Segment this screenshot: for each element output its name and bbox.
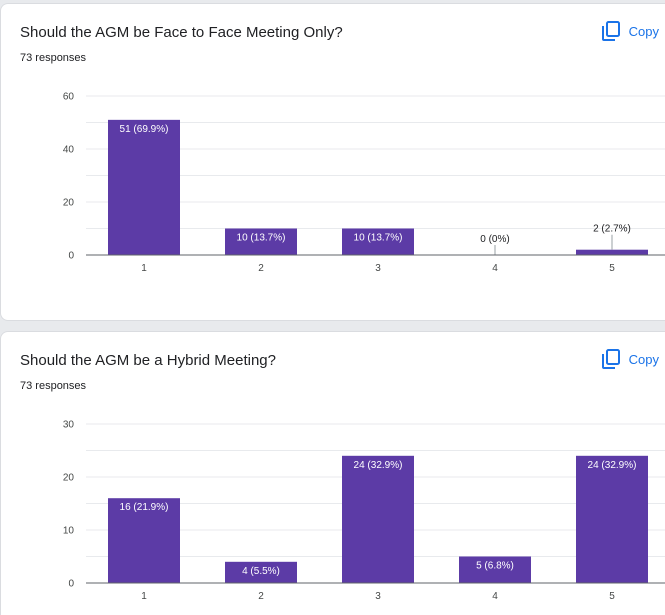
x-tick-label: 3	[375, 591, 381, 602]
data-label: 51 (69.9%)	[120, 124, 169, 135]
bar-chart-2: 0 10 20 30 16 (21.9%) 1 4 (5.5%) 2 24 (32.9%) 3 5 …	[63, 420, 665, 602]
question-title: Should the AGM be Face to Face Meeting O…	[20, 24, 343, 41]
bar	[108, 119, 180, 255]
copy-icon	[601, 349, 620, 369]
bar	[342, 228, 414, 255]
data-label: 24 (32.9%)	[354, 460, 403, 471]
y-tick-label: 20	[63, 198, 75, 209]
data-label: 16 (21.9%)	[120, 502, 169, 513]
y-tick-label: 30	[63, 420, 75, 431]
question-card-1: 0 20 40 60 51 (69.9%) 1 10 (13.7%) 2 10 (13.7%) 3…	[0, 3, 665, 321]
x-tick-label: 5	[609, 263, 615, 274]
x-tick-label: 2	[258, 263, 264, 274]
bar	[576, 455, 648, 583]
x-tick-label: 1	[141, 263, 147, 274]
copy-label: Copy	[628, 23, 659, 39]
data-label: 10 (13.7%)	[237, 233, 286, 244]
data-label: 24 (32.9%)	[588, 460, 637, 471]
x-tick-label: 4	[492, 263, 498, 274]
copy-chart-button[interactable]: Copy	[601, 349, 659, 369]
x-tick-label: 3	[375, 263, 381, 274]
y-tick-label: 40	[63, 145, 75, 156]
y-tick-label: 0	[68, 579, 74, 590]
bar	[576, 249, 648, 255]
y-tick-label: 20	[63, 473, 75, 484]
copy-chart-button[interactable]: Copy	[601, 21, 659, 41]
copy-icon	[601, 21, 620, 41]
bar-chart-1: 0 20 40 60 51 (69.9%) 1 10 (13.7%) 2 10 (13.7%) 3…	[63, 92, 665, 274]
bar	[225, 561, 297, 583]
question-card-2: 0 10 20 30 16 (21.9%) 1 4 (5.5%) 2 24 (32.9%) 3 5 …	[0, 331, 665, 615]
response-count: 73 responses	[20, 380, 87, 392]
bar	[108, 498, 180, 583]
data-label: 4 (5.5%)	[242, 566, 280, 577]
question-title: Should the AGM be a Hybrid Meeting?	[20, 352, 276, 369]
bar	[225, 228, 297, 255]
x-tick-label: 1	[141, 591, 147, 602]
x-tick-label: 4	[492, 591, 498, 602]
data-label: 10 (13.7%)	[354, 233, 403, 244]
data-label: 5 (6.8%)	[476, 561, 514, 572]
data-label: 0 (0%)	[480, 234, 509, 245]
data-label: 2 (2.7%)	[593, 224, 631, 235]
y-tick-label: 60	[63, 92, 75, 103]
x-tick-label: 2	[258, 591, 264, 602]
bar	[459, 556, 531, 583]
x-tick-label: 5	[609, 591, 615, 602]
y-tick-label: 10	[63, 526, 75, 537]
y-tick-label: 0	[68, 251, 74, 262]
bar	[342, 455, 414, 583]
response-count: 73 responses	[20, 52, 87, 64]
copy-label: Copy	[628, 351, 659, 367]
